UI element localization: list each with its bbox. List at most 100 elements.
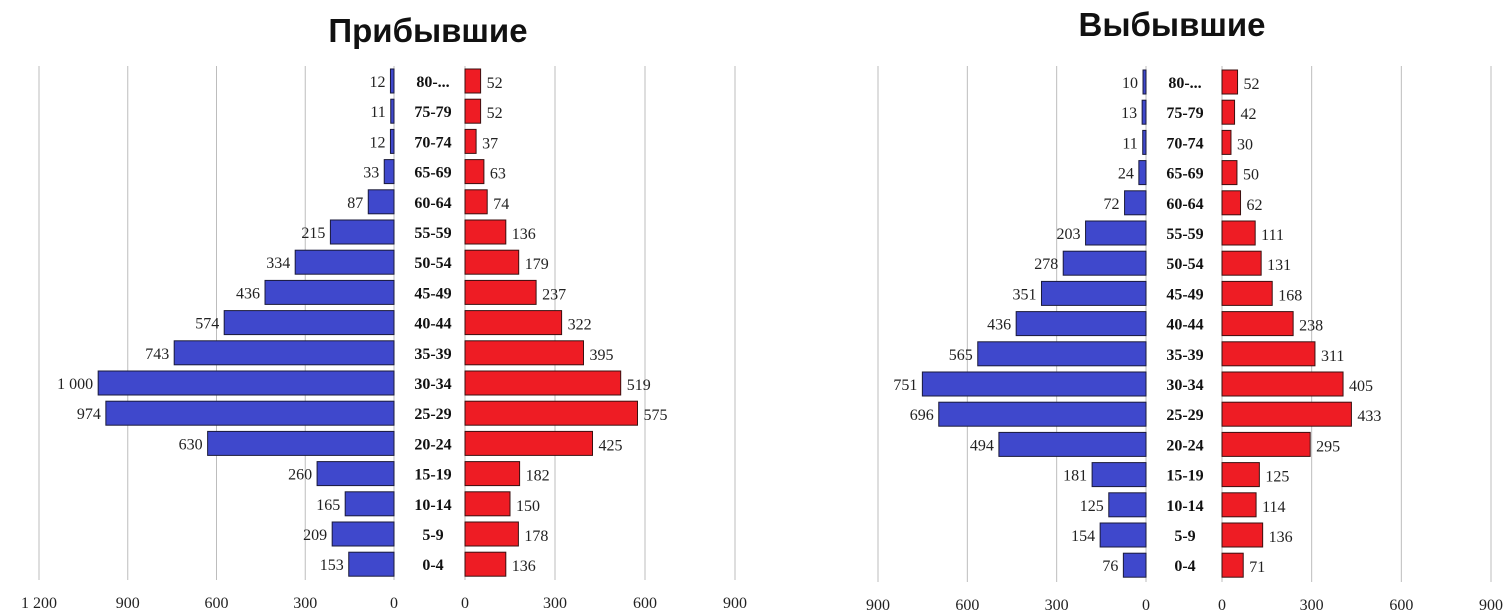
age-group-label: 80-... [1168, 75, 1201, 92]
bar-left-80-... [1142, 69, 1147, 95]
age-group-label: 70-74 [1166, 135, 1203, 152]
right-axis-tick-label: 0 [461, 595, 469, 612]
chart-1: Прибывшие 1 200 900 600 300 0 0 300 600 900 12 52 80… [21, 12, 747, 612]
bar-left-30-34 [921, 371, 1147, 397]
data-label-right: 519 [627, 377, 651, 394]
bar-right-40-44 [464, 310, 563, 336]
bar-left-55-59 [1085, 220, 1147, 246]
data-label-left: 278 [1034, 256, 1058, 273]
data-label-left: 10 [1122, 75, 1138, 92]
data-label-left: 436 [987, 317, 1011, 334]
data-label-right: 114 [1262, 499, 1285, 516]
bar-right-15-19 [1221, 462, 1260, 488]
bar-left-5-9 [1099, 522, 1147, 548]
age-group-label: 15-19 [1166, 468, 1203, 485]
right-axis-tick-label: 900 [723, 595, 747, 612]
bar-left-75-79 [390, 98, 395, 124]
bar-right-20-24 [1221, 431, 1311, 457]
data-label-left: 12 [369, 134, 385, 151]
bar-left-65-69 [1138, 160, 1147, 186]
data-label-left: 696 [910, 407, 934, 424]
bar-right-45-49 [1221, 280, 1273, 306]
data-label-right: 179 [525, 256, 549, 273]
data-label-right: 295 [1316, 438, 1340, 455]
data-label-right: 125 [1265, 469, 1289, 486]
bar-right-50-54 [1221, 250, 1262, 276]
bar-right-65-69 [464, 159, 485, 185]
chart-2: Выбывшие 900 600 300 0 0 300 600 900 10 52 80-... 13… [866, 6, 1503, 614]
bar-right-75-79 [1221, 99, 1236, 125]
data-label-left: 215 [301, 225, 325, 242]
bar-right-70-74 [464, 128, 477, 154]
data-label-left: 33 [363, 165, 379, 182]
bar-left-50-54 [1062, 250, 1147, 276]
data-label-left: 11 [1122, 135, 1137, 152]
data-label-right: 37 [482, 135, 498, 152]
data-label-left: 494 [970, 437, 994, 454]
bar-left-0-4 [348, 551, 395, 577]
bar-left-10-14 [1108, 492, 1147, 518]
age-group-label: 25-29 [414, 406, 451, 423]
right-axis-tick-label: 0 [1218, 597, 1226, 614]
data-label-left: 181 [1063, 468, 1087, 485]
age-group-label: 65-69 [414, 165, 451, 182]
age-group-label: 75-79 [1166, 105, 1203, 122]
bar-right-5-9 [464, 521, 519, 547]
chart-title: Прибывшие [328, 12, 527, 49]
data-label-right: 63 [490, 166, 506, 183]
data-label-left: 24 [1118, 166, 1134, 183]
data-label-left: 13 [1121, 105, 1137, 122]
data-label-left: 72 [1104, 196, 1120, 213]
bar-left-5-9 [331, 521, 395, 547]
data-label-right: 405 [1349, 378, 1373, 395]
age-group-label: 60-64 [1166, 196, 1203, 213]
bar-right-55-59 [1221, 220, 1256, 246]
age-group-label: 45-49 [1166, 286, 1203, 303]
data-label-left: 334 [266, 255, 290, 272]
data-label-left: 574 [195, 316, 219, 333]
data-label-left: 436 [236, 285, 260, 302]
age-group-label: 30-34 [1166, 377, 1203, 394]
bar-right-30-34 [1221, 371, 1344, 397]
data-label-right: 395 [590, 347, 614, 364]
age-group-label: 65-69 [1166, 166, 1203, 183]
bar-left-0-4 [1122, 552, 1147, 578]
bar-right-75-79 [464, 98, 482, 124]
bar-right-35-39 [464, 340, 584, 366]
bar-right-55-59 [464, 219, 507, 245]
bar-right-35-39 [1221, 341, 1316, 367]
age-group-label: 10-14 [1166, 498, 1203, 515]
left-axis-tick-label: 0 [390, 595, 398, 612]
data-label-right: 150 [516, 498, 540, 515]
bar-right-15-19 [464, 461, 521, 487]
data-label-left: 751 [893, 377, 917, 394]
right-axis-tick-label: 900 [1479, 597, 1503, 614]
age-group-label: 50-54 [1166, 256, 1203, 273]
age-group-label: 80-... [416, 74, 449, 91]
data-label-left: 11 [370, 104, 385, 121]
bar-left-35-39 [977, 341, 1147, 367]
data-label-right: 71 [1249, 559, 1265, 576]
age-group-label: 40-44 [414, 316, 451, 333]
data-label-left: 209 [303, 527, 327, 544]
age-group-label: 30-34 [414, 376, 451, 393]
data-label-right: 136 [512, 226, 536, 243]
age-group-label: 40-44 [1166, 317, 1203, 334]
bar-right-40-44 [1221, 311, 1294, 337]
bar-left-15-19 [1091, 462, 1147, 488]
bar-left-15-19 [316, 461, 395, 487]
bar-right-5-9 [1221, 522, 1264, 548]
data-label-left: 153 [320, 557, 344, 574]
bar-left-50-54 [294, 249, 395, 275]
bar-left-60-64 [367, 189, 395, 215]
age-group-label: 20-24 [414, 436, 451, 453]
bar-left-75-79 [1141, 99, 1147, 125]
data-label-left: 1 000 [57, 376, 93, 393]
data-label-left: 630 [179, 436, 203, 453]
age-group-label: 70-74 [414, 134, 451, 151]
bar-left-25-29 [938, 401, 1147, 427]
data-label-right: 237 [542, 286, 566, 303]
data-label-left: 260 [288, 467, 312, 484]
bar-left-70-74 [389, 128, 395, 154]
right-axis-tick-label: 300 [543, 595, 567, 612]
